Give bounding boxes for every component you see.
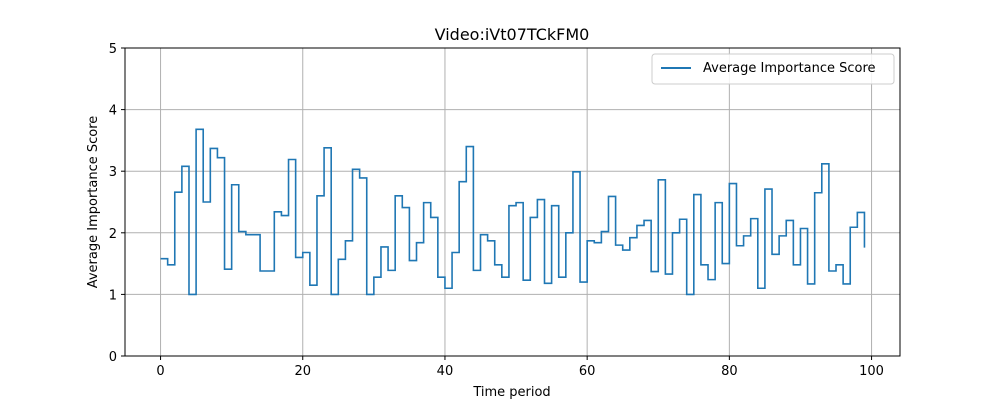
x-axis: 0 20 40 60 80 100 bbox=[156, 356, 884, 379]
y-tick-label: 0 bbox=[109, 350, 117, 365]
grid-lines bbox=[125, 47, 900, 357]
y-tick-label: 3 bbox=[109, 165, 117, 180]
chart-title: Video:iVt07TCkFM0 bbox=[435, 25, 590, 44]
y-tick-label: 1 bbox=[109, 288, 117, 303]
y-tick-label: 5 bbox=[109, 42, 117, 57]
x-tick-label: 100 bbox=[859, 364, 884, 379]
series-line bbox=[160, 128, 866, 296]
legend: Average Importance Score bbox=[651, 53, 895, 85]
series-layer bbox=[160, 128, 866, 296]
y-axis-label: Average Importance Score bbox=[86, 116, 101, 289]
x-tick-label: 0 bbox=[156, 364, 164, 379]
x-tick-label: 80 bbox=[721, 364, 738, 379]
plot-frame bbox=[124, 47, 901, 357]
x-tick-label: 20 bbox=[294, 364, 311, 379]
x-tick-label: 60 bbox=[579, 364, 596, 379]
x-tick-label: 40 bbox=[437, 364, 454, 379]
y-axis: 0 1 2 3 4 5 bbox=[109, 42, 125, 365]
y-tick-label: 2 bbox=[109, 227, 117, 242]
x-axis-label: Time period bbox=[472, 385, 550, 400]
legend-box bbox=[651, 53, 895, 85]
legend-label: Average Importance Score bbox=[703, 61, 876, 76]
y-tick-label: 4 bbox=[109, 104, 117, 119]
